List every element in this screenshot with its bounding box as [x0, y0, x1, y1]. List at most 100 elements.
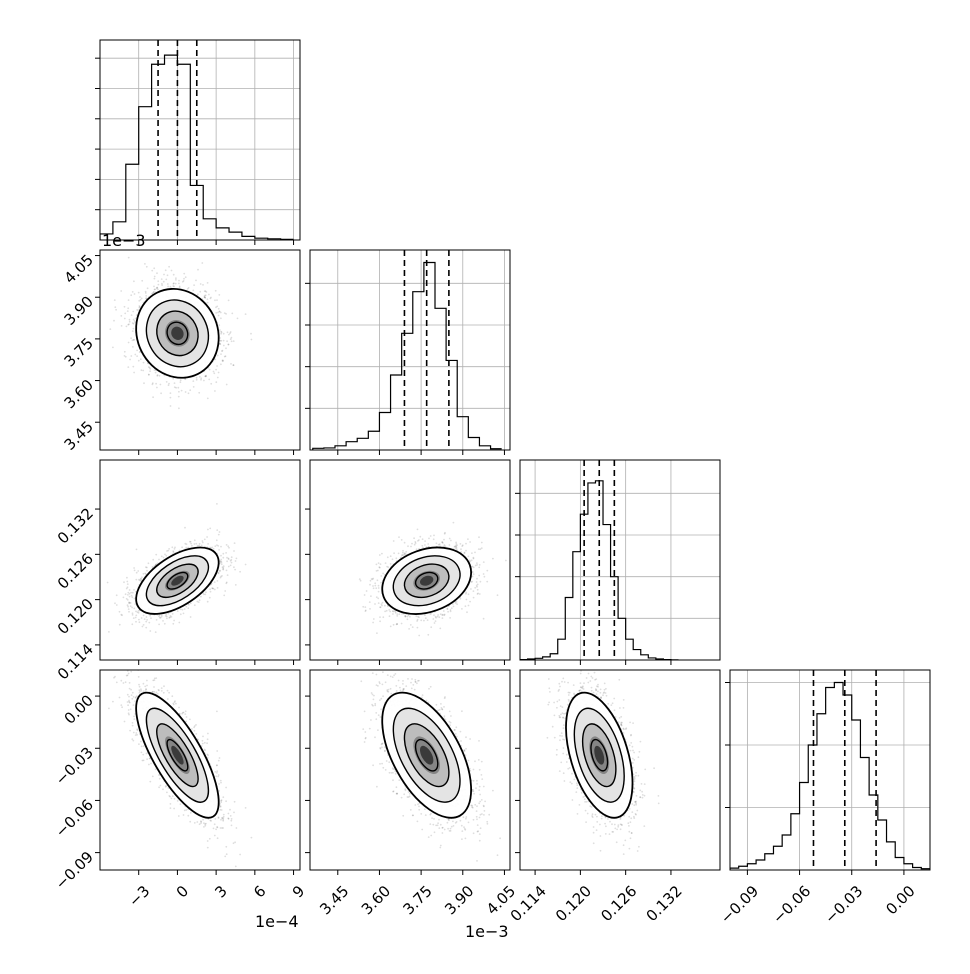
scatter-point — [173, 274, 175, 276]
scatter-point — [146, 619, 148, 621]
scatter-point — [128, 323, 130, 325]
scatter-point — [233, 340, 235, 342]
scatter-point — [211, 547, 213, 549]
scatter-point — [145, 621, 147, 623]
scatter-point — [172, 613, 174, 615]
scatter-point — [206, 536, 208, 538]
scatter-point — [161, 614, 163, 616]
scatter-point — [135, 579, 137, 581]
scatter-point — [161, 278, 163, 280]
scatter-point — [132, 291, 134, 293]
scatter-point — [183, 613, 185, 615]
scatter-point — [190, 543, 192, 545]
scatter-point — [132, 322, 134, 324]
scatter-point — [204, 296, 206, 298]
scatter-point — [497, 594, 499, 596]
scatter-point — [135, 611, 137, 613]
scatter-point — [187, 607, 189, 609]
scatter-point — [164, 623, 166, 625]
scatter-point — [222, 360, 224, 362]
scatter-point — [165, 279, 167, 281]
scatter-point — [225, 313, 227, 315]
scatter-point — [120, 290, 122, 292]
scatter-point — [216, 529, 218, 531]
scatter-point — [198, 392, 200, 394]
scatter-point — [152, 292, 154, 294]
scatter-point — [226, 582, 228, 584]
scatter-point — [226, 570, 228, 572]
scatter-point — [478, 536, 480, 538]
scatter-point — [137, 570, 139, 572]
scatter-point — [210, 383, 212, 385]
scatter-point — [134, 293, 136, 295]
scatter-point — [207, 398, 209, 400]
scatter-point — [132, 330, 134, 332]
scatter-point — [204, 290, 206, 292]
panel-0-0 — [95, 40, 300, 245]
scatter-point — [173, 620, 175, 622]
scatter-point — [439, 628, 441, 630]
scatter-point — [141, 298, 143, 300]
scatter-point — [178, 396, 180, 398]
scatter-point — [207, 529, 209, 531]
scatter-point — [107, 582, 109, 584]
scatter-point — [226, 384, 228, 386]
scatter-point — [166, 618, 168, 620]
scatter-point — [159, 375, 161, 377]
scatter-point — [217, 545, 219, 547]
scatter-point — [223, 340, 225, 342]
scatter-point — [154, 276, 156, 278]
scatter-point — [218, 372, 220, 374]
scatter-point — [476, 578, 478, 580]
scatter-point — [124, 313, 126, 315]
scatter-point — [417, 529, 419, 531]
scatter-point — [226, 544, 228, 546]
scatter-point — [143, 382, 145, 384]
scatter-point — [222, 566, 224, 568]
scatter-point — [129, 319, 131, 321]
scatter-point — [132, 614, 134, 616]
scatter-point — [216, 539, 218, 541]
scatter-point — [173, 286, 175, 288]
scatter-point — [239, 571, 241, 573]
scatter-point — [152, 396, 154, 398]
scatter-point — [181, 546, 183, 548]
scatter-point — [146, 616, 148, 618]
scatter-point — [149, 367, 151, 369]
scatter-point — [195, 280, 197, 282]
scatter-point — [193, 386, 195, 388]
scatter-point — [227, 574, 229, 576]
scatter-point — [226, 557, 228, 559]
scatter-point — [143, 573, 145, 575]
scatter-point — [230, 565, 232, 567]
scatter-point — [119, 611, 121, 613]
scatter-point — [144, 263, 146, 265]
scatter-point — [180, 381, 182, 383]
scatter-point — [220, 312, 222, 314]
scatter-point — [184, 527, 186, 529]
scatter-point — [476, 581, 478, 583]
scatter-point — [172, 378, 174, 380]
scatter-point — [182, 281, 184, 283]
scatter-point — [216, 365, 218, 367]
scatter-point — [180, 608, 182, 610]
scatter-point — [224, 590, 226, 592]
scatter-point — [251, 339, 253, 341]
scatter-point — [133, 280, 135, 282]
scatter-point — [128, 257, 130, 259]
scatter-point — [165, 269, 167, 271]
scatter-point — [140, 358, 142, 360]
scatter-point — [222, 568, 224, 570]
scatter-point — [133, 339, 135, 341]
scatter-point — [153, 267, 155, 269]
scatter-point — [390, 555, 392, 557]
scatter-point — [167, 283, 169, 285]
scatter-point — [185, 606, 187, 608]
scatter-point — [114, 306, 116, 308]
panel-1-1 — [305, 250, 510, 455]
scatter-point — [133, 567, 135, 569]
scatter-point — [155, 554, 157, 556]
scatter-point — [140, 578, 142, 580]
scatter-point — [218, 572, 220, 574]
scatter-point — [113, 320, 115, 322]
